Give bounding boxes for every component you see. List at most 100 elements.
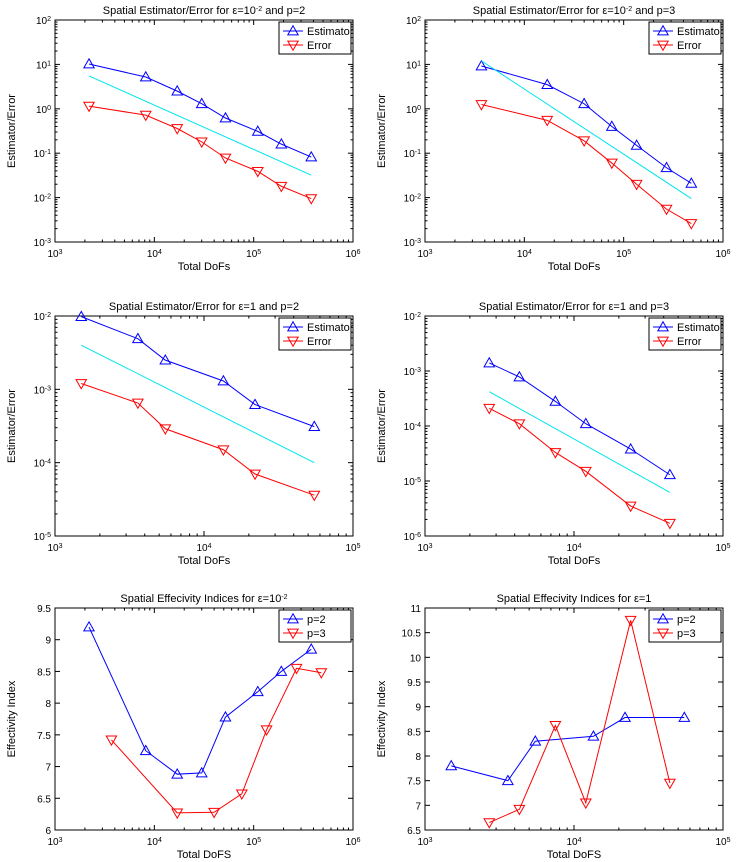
series-p-2-point [445, 759, 458, 771]
series-error-point [541, 115, 554, 127]
x-tick-label: 103 [417, 543, 432, 555]
series-estimator-line [489, 362, 671, 476]
y-tick-label: 10-2 [404, 193, 421, 205]
series-p-2-line [451, 717, 685, 782]
x-tick-label: 106 [715, 249, 730, 261]
y-tick-label: 10-5 [404, 477, 421, 489]
series-error-point [251, 166, 264, 178]
x-tick-label: 105 [246, 249, 261, 261]
y-tick-label: 10-6 [404, 532, 421, 544]
y-tick-label: 6.5 [37, 794, 51, 805]
y-tick-label: 10-2 [404, 312, 421, 324]
legend-label: Error [307, 40, 332, 52]
series-estimator-point [630, 139, 643, 150]
series-error-line [489, 407, 671, 524]
y-tick-label: 9.5 [407, 678, 421, 689]
series-estimator-point [308, 420, 321, 432]
y-tick-label: 101 [36, 60, 51, 72]
series-estimator-point [513, 370, 526, 382]
series-estimator-point [82, 57, 96, 69]
chart-1: Spatial Estimator/Error for ε=10-2 and p… [6, 5, 361, 273]
legend: p=2p=3 [278, 609, 352, 643]
y-tick-label: 9 [45, 636, 51, 647]
y-tick-label: 7.5 [407, 777, 421, 788]
x-tick-label: 104 [517, 249, 532, 261]
y-tick-label: 10 [410, 653, 422, 664]
series-p-3-point [624, 615, 637, 627]
chart-2: Spatial Estimator/Error for ε=10-2 and p… [376, 5, 731, 273]
series-error-point [663, 518, 676, 530]
legend-box [648, 21, 722, 55]
x-tick-label: 105 [715, 543, 730, 555]
series-error-point [305, 194, 318, 205]
series-error-point [605, 158, 618, 170]
legend-box [648, 317, 722, 351]
series-estimator-point [195, 97, 208, 109]
y-axis-label: Estimator/Error [376, 94, 388, 168]
y-tick-label: 7 [45, 763, 51, 774]
x-tick-label: 105 [616, 249, 631, 261]
series-estimator-point [275, 137, 288, 149]
legend-label: Error [307, 336, 332, 348]
series-estimator-point [305, 150, 318, 162]
series-error-point [308, 490, 321, 502]
series-p-3-point [579, 798, 592, 810]
series-p-2-point [171, 767, 184, 779]
series-error-point [171, 124, 184, 135]
x-tick-label: 106 [345, 837, 360, 849]
legend-label: p=2 [677, 614, 696, 626]
reference-slope-line-line [81, 344, 315, 464]
series-estimator-point [217, 374, 230, 386]
series-p-3-point [549, 721, 562, 732]
chart-title: Spatial Effecivity Indices for ε=10-2 [120, 593, 287, 605]
y-tick-label: 101 [406, 60, 421, 72]
legend-marker [656, 40, 670, 52]
chart-title: Spatial Estimator/Error for ε=1 and p=2 [109, 301, 299, 313]
series-error-line [81, 383, 315, 496]
series-estimator-point [475, 59, 488, 71]
series-p-3-point [315, 668, 328, 679]
reference-slope-line-line [481, 60, 692, 200]
x-tick-label: 103 [47, 249, 62, 261]
series-error-point [549, 448, 562, 459]
series-estimator-point [578, 97, 591, 109]
series-p-2-point [275, 665, 288, 676]
y-tick-label: 9 [415, 703, 421, 714]
chart-6: Spatial Effecivity Indices for ε=1 103 104… [376, 593, 731, 861]
series-p-3-point [235, 789, 248, 801]
series-estimator-line [88, 63, 312, 158]
series-p-2-point [219, 710, 232, 722]
series-p-2-point [678, 711, 691, 722]
y-tick-label: 9.5 [37, 604, 51, 615]
legend-label: Estimator [677, 322, 724, 334]
series-p-2-point [501, 774, 514, 786]
legend-label: Estimator [677, 26, 724, 38]
series-p-3-point [260, 725, 273, 736]
x-axis-label: Total DoFs [548, 261, 601, 273]
series-estimator-point [605, 120, 618, 131]
series-estimator-point [483, 356, 496, 368]
legend-marker [286, 612, 300, 624]
series-error-point [624, 501, 637, 513]
series-p-2-point [195, 766, 208, 778]
x-axis-label: Total DoFs [178, 261, 231, 273]
y-tick-label: 100 [406, 104, 421, 116]
series-estimator-point [624, 442, 637, 454]
series-p-3-point [105, 735, 118, 747]
y-tick-label: 10-4 [404, 422, 421, 434]
series-estimator-point [75, 310, 88, 322]
series-error-point [483, 403, 496, 415]
x-axis-label: Total DoFs [178, 555, 231, 567]
x-tick-label: 103 [417, 249, 432, 261]
y-axis-label: Effectivity Index [376, 680, 388, 757]
chart-title: Spatial Effecivity Indices for ε=1 [497, 593, 652, 605]
legend-box [278, 317, 352, 351]
y-tick-label: 6.5 [407, 826, 421, 837]
legend-label: Error [677, 336, 702, 348]
series-p-2-point [251, 685, 264, 697]
y-tick-label: 102 [36, 16, 51, 28]
series-estimator-point [541, 78, 554, 90]
legend-marker [286, 40, 300, 52]
legend: Estimator Error [278, 21, 354, 55]
y-tick-label: 10.5 [402, 629, 422, 640]
